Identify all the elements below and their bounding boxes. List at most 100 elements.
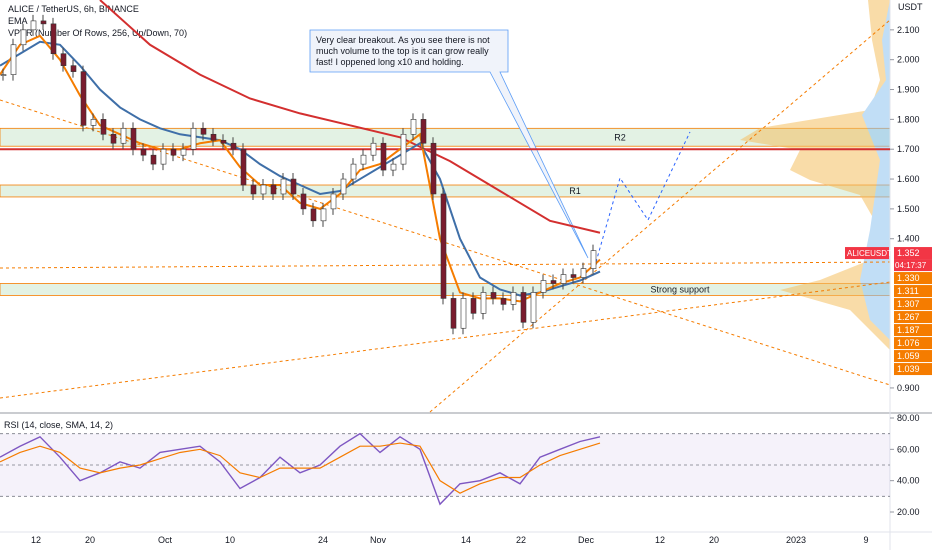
price-tick-label: 2.100 xyxy=(897,25,920,35)
price-label: 1.076 xyxy=(897,338,920,348)
candle xyxy=(510,292,517,305)
rsi-tick-label: 80.00 xyxy=(897,413,920,423)
price-label: 1.311 xyxy=(897,286,919,296)
candle xyxy=(80,71,87,126)
candle xyxy=(30,20,37,31)
candle xyxy=(540,280,547,293)
candle xyxy=(20,29,27,46)
candle xyxy=(580,268,587,278)
candle xyxy=(500,298,507,305)
candle xyxy=(530,292,537,323)
candle xyxy=(380,142,387,171)
price-label-box xyxy=(894,311,932,324)
price-tick-label: 1.600 xyxy=(897,174,920,184)
date-label: 20 xyxy=(85,535,95,545)
candle xyxy=(410,119,417,135)
candle xyxy=(90,119,97,126)
price-tick-label: 1.700 xyxy=(897,144,920,154)
price-label: 1.187 xyxy=(897,325,920,335)
candle xyxy=(120,128,127,144)
candle xyxy=(150,154,157,165)
rsi-tick-label: 60.00 xyxy=(897,444,920,454)
rsi-tick-label: 40.00 xyxy=(897,476,920,486)
price-label-box xyxy=(894,350,932,363)
candle xyxy=(10,44,17,75)
projection-path xyxy=(595,131,691,263)
price-label-box xyxy=(894,285,932,298)
candle xyxy=(520,292,527,323)
price-label-box xyxy=(894,337,932,350)
date-label: 12 xyxy=(31,535,41,545)
symbol-tag xyxy=(845,247,889,260)
candle xyxy=(270,184,277,195)
annotation-line: much volume to the top is it can grow re… xyxy=(316,46,489,56)
price-label-box xyxy=(894,363,932,376)
price-label: 1.059 xyxy=(897,351,920,361)
countdown: 04:17:37 xyxy=(895,261,927,270)
zone-label: R2 xyxy=(614,132,626,142)
annotation-line: fast! I oppened long x10 and holding. xyxy=(316,57,464,67)
candle xyxy=(250,184,257,195)
ema-200-line xyxy=(99,0,601,234)
price-label: 1.352 xyxy=(897,248,920,258)
candle xyxy=(310,208,317,222)
price-tick-label: 2.000 xyxy=(897,55,920,65)
candle xyxy=(70,65,77,72)
candle xyxy=(590,250,597,269)
annotation-line: Very clear breakout. As you see there is… xyxy=(316,35,490,45)
price-label-box xyxy=(894,272,932,285)
zone-label: Strong support xyxy=(650,284,710,294)
date-label: 24 xyxy=(318,535,328,545)
price-tick-label: 1.900 xyxy=(897,85,920,95)
candle xyxy=(230,142,237,150)
candle xyxy=(290,178,297,195)
candle xyxy=(100,119,107,135)
symbol-title: ALICE / TetherUS, 6h, BINANCE xyxy=(8,4,139,14)
candle xyxy=(460,298,467,329)
ema-fast-line xyxy=(0,34,601,303)
candle xyxy=(220,139,227,144)
candle xyxy=(110,133,117,144)
price-label-box xyxy=(894,298,932,311)
candle xyxy=(400,133,407,165)
candle xyxy=(280,178,287,195)
annotation: Very clear breakout. As you see there is… xyxy=(309,29,589,259)
candle xyxy=(240,148,247,186)
candle xyxy=(210,133,217,141)
date-label: Oct xyxy=(158,535,173,545)
unit-label: USDT xyxy=(898,2,923,12)
price-label: 1.039 xyxy=(897,364,920,374)
price-label-box xyxy=(894,324,932,337)
countdown-box xyxy=(894,259,932,272)
price-label: 1.330 xyxy=(897,273,920,283)
date-label: Nov xyxy=(370,535,387,545)
candle xyxy=(340,178,347,195)
date-label: 12 xyxy=(655,535,665,545)
price-tick-label: 1.800 xyxy=(897,114,920,124)
price-tick-label: 0.900 xyxy=(897,383,920,393)
price-label: 1.307 xyxy=(897,299,920,309)
date-label: 2023 xyxy=(786,535,806,545)
candle xyxy=(450,298,457,329)
candle xyxy=(160,148,167,165)
candle xyxy=(550,280,557,284)
price-tick-label: 1.400 xyxy=(897,234,920,244)
date-label: 22 xyxy=(516,535,526,545)
candle xyxy=(300,193,307,210)
indicator-label: VPVR (Number Of Rows, 256, Up/Down, 70) xyxy=(8,28,187,38)
candle xyxy=(50,23,57,55)
candle xyxy=(360,154,367,165)
candle xyxy=(320,208,327,222)
candle xyxy=(570,274,577,278)
price-label-box xyxy=(894,247,932,260)
candle xyxy=(440,193,447,299)
candle xyxy=(390,163,397,171)
candle xyxy=(490,292,497,299)
price-label: 1.267 xyxy=(897,312,920,322)
candle xyxy=(370,142,377,156)
candle xyxy=(130,128,137,150)
rsi-ma-line xyxy=(0,442,601,494)
zone-label: R1 xyxy=(569,186,581,196)
date-label: 10 xyxy=(225,535,235,545)
